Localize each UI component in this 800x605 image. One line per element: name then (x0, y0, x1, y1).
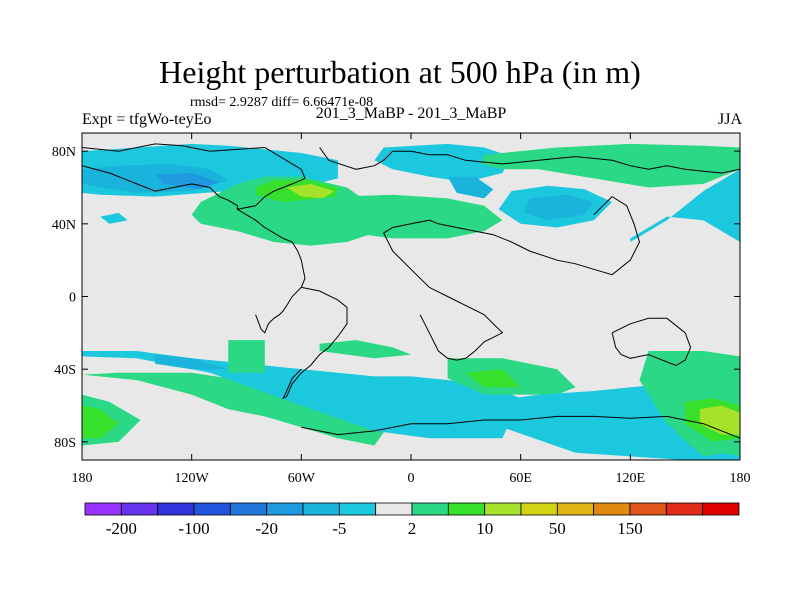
colorbar-box-16 (665, 502, 704, 516)
coastline-layer (82, 143, 740, 439)
x-tick-label-5: 120E (616, 471, 646, 486)
coastline-6 (611, 317, 692, 367)
colorbar-box-11 (484, 502, 522, 516)
colorbar-box-1 (120, 502, 159, 516)
axis-ticks (81, 133, 741, 460)
plot-title: Height perturbation at 500 hPa (in m) (159, 54, 641, 90)
contour-region-16 (155, 354, 229, 370)
colorbar-label-5: 10 (476, 519, 493, 538)
coastline-2 (281, 286, 348, 400)
colorbar-box-15 (629, 502, 667, 516)
colorbar-label-6: 50 (549, 519, 566, 538)
y-tick-label-1: 40N (52, 218, 76, 233)
colorbar-label-4: 2 (408, 519, 417, 538)
contour-region-13 (630, 169, 740, 242)
colorbar-label-2: -20 (255, 519, 278, 538)
contour-region-14 (82, 372, 393, 446)
colorbar-box-13 (556, 502, 595, 516)
coastline-3 (319, 147, 740, 174)
coastline-0 (82, 143, 306, 210)
contour-region-18 (82, 405, 119, 439)
contour-region-6 (286, 183, 335, 199)
rmsd-diff-stats: rmsd= 2.9287 diff= 6.66471e-08 (190, 95, 374, 110)
x-tick-label-6: 180 (730, 471, 751, 486)
contour-region-2 (155, 173, 220, 190)
colorbar-box-8 (375, 502, 413, 516)
contour-region-19 (228, 340, 265, 373)
y-tick-label-0: 80N (52, 145, 76, 160)
colorbar-labels: -200 -100 -20 -5 2 10 50 150 (106, 519, 643, 538)
colorbar-box-9 (411, 502, 449, 516)
colorbar-box-0 (84, 502, 122, 516)
colorbar (84, 502, 740, 516)
colorbar-box-17 (702, 502, 740, 516)
y-tick-label-3: 40S (54, 363, 76, 378)
contour-region-7 (228, 194, 503, 239)
colorbar-box-14 (593, 502, 631, 516)
contour-region-20 (319, 340, 411, 359)
coastline-1 (237, 208, 306, 334)
colorbar-label-1: -100 (178, 519, 209, 538)
colorbar-box-4 (229, 502, 268, 516)
contour-fill-layer (82, 143, 740, 460)
colorbar-box-7 (338, 502, 377, 516)
x-tick-label-2: 60W (288, 471, 316, 486)
y-tick-label-4: 80S (54, 436, 76, 451)
colorbar-box-3 (193, 502, 231, 516)
colorbar-label-0: -200 (106, 519, 137, 538)
colorbar-label-7: 150 (617, 519, 643, 538)
x-tick-label-0: 180 (72, 471, 93, 486)
y-tick-labels: 80N 40N 0 40S 80S (52, 145, 76, 451)
x-tick-label-3: 0 (408, 471, 415, 486)
contour-region-27 (699, 405, 740, 435)
contour-region-9 (447, 176, 494, 199)
coastline-5 (383, 232, 504, 361)
season-label: JJA (717, 111, 742, 128)
colorbar-box-6 (302, 502, 340, 516)
comparison-label: 201_3_MaBP - 201_3_MaBP (315, 105, 507, 122)
x-tick-label-1: 120W (175, 471, 210, 486)
y-tick-label-2: 0 (69, 291, 76, 306)
colorbar-box-12 (520, 502, 558, 516)
colorbar-box-5 (266, 502, 304, 516)
contour-region-3 (100, 212, 128, 224)
colorbar-label-3: -5 (332, 519, 346, 538)
contour-region-22 (465, 369, 521, 388)
coastline-7 (301, 415, 740, 439)
contour-region-10 (480, 143, 740, 188)
contour-region-15 (82, 351, 521, 439)
colorbar-box-2 (157, 502, 195, 516)
experiment-label: Expt = tfgWo-teyEo (82, 111, 212, 128)
x-tick-labels: 180 120W 60W 0 60E 120E 180 (72, 471, 751, 486)
coastline-4 (383, 195, 641, 276)
contour-region-21 (447, 358, 576, 395)
contour-region-12 (524, 194, 594, 221)
colorbar-box-10 (447, 502, 486, 516)
contour-region-8 (374, 143, 512, 183)
x-tick-label-4: 60E (509, 471, 532, 486)
